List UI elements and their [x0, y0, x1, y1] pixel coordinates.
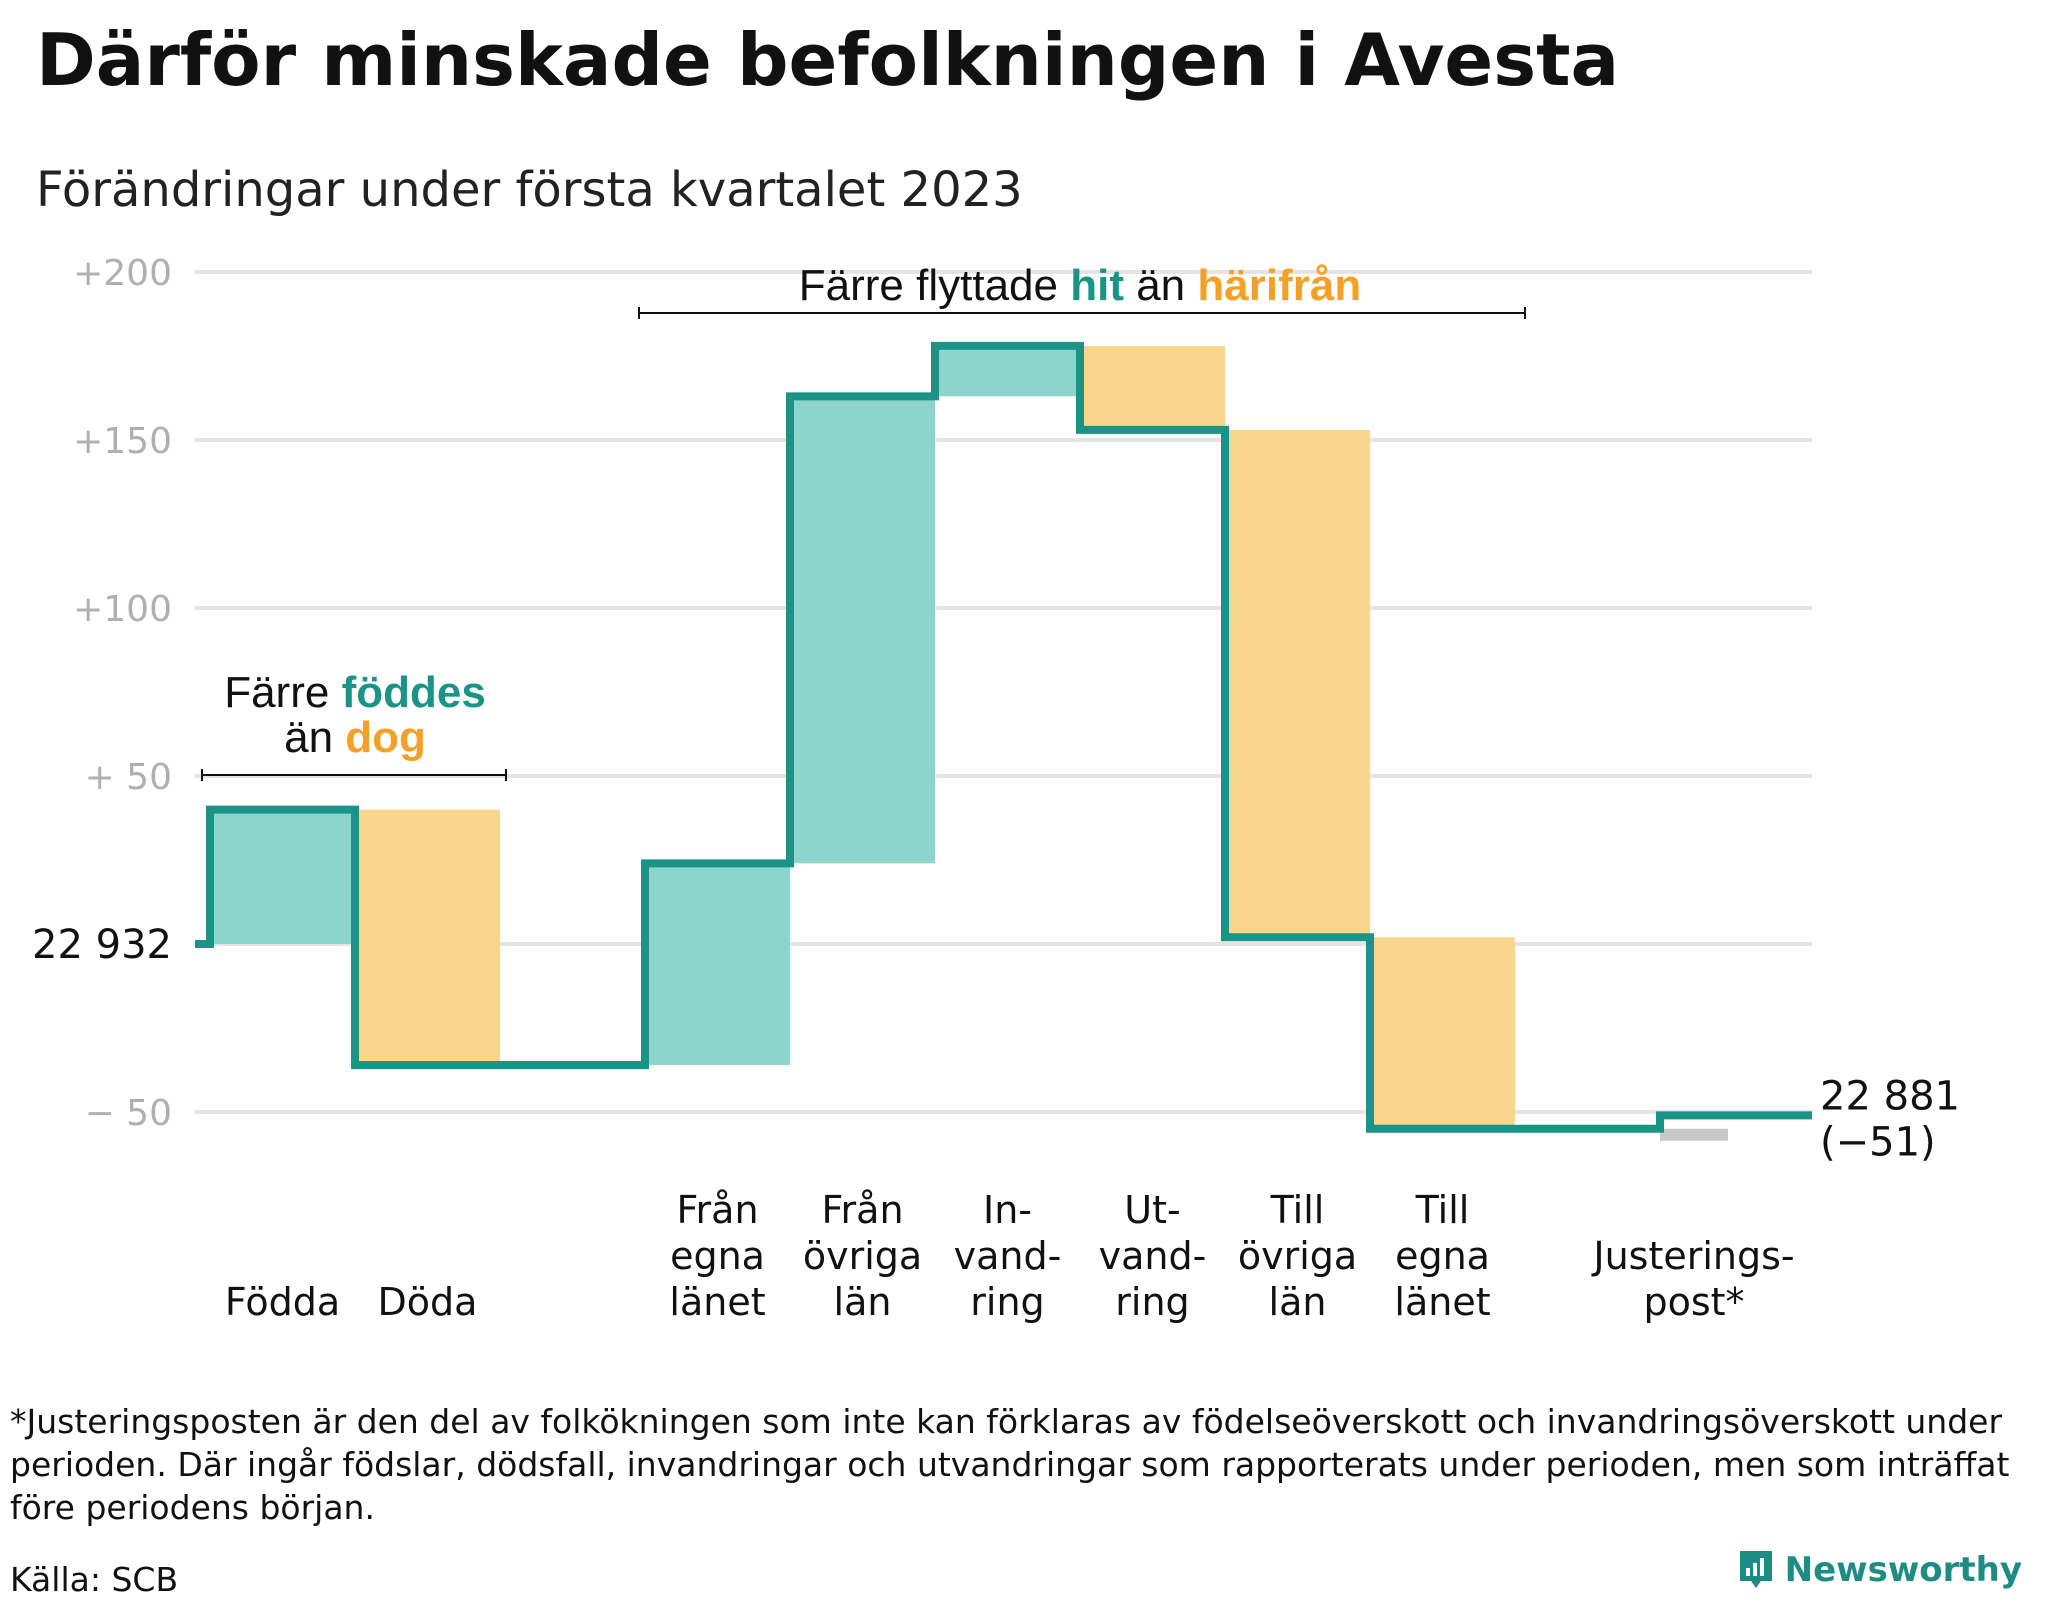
annotation-births-deaths-line1: Färre föddes	[224, 668, 486, 717]
cumulative-step-line	[195, 341, 1812, 1133]
category-label: vand-	[1099, 1234, 1207, 1278]
y-tick-label: +200	[73, 253, 172, 294]
bar-tillövrigalän	[1225, 429, 1370, 938]
y-tick-label: + 50	[85, 757, 172, 798]
bar-tillegnalänet	[1370, 937, 1515, 1129]
category-label: egna	[1395, 1234, 1490, 1278]
bar-utvandring	[1080, 345, 1225, 430]
category-label: län	[834, 1280, 892, 1324]
category-label: In-	[983, 1188, 1032, 1232]
annotation-word: dog	[345, 713, 426, 762]
bar-döda	[355, 809, 500, 1065]
value-labels: 22 932 22 881(−51)	[32, 922, 1960, 1165]
category-label: Ut-	[1124, 1188, 1180, 1232]
annotation-word: Färre	[224, 668, 341, 717]
chart-title: Därför minskade befolkningen i Avesta	[36, 18, 1620, 102]
category-label: Från	[821, 1188, 903, 1232]
source-text: Källa: SCB	[10, 1560, 179, 1599]
y-tick-label: +150	[73, 421, 172, 462]
category-label: länet	[1394, 1280, 1490, 1324]
category-label: Justerings-	[1591, 1234, 1794, 1278]
brand-name: Newsworthy	[1784, 1550, 2022, 1590]
bar-frånegnalänet	[645, 863, 790, 1065]
category-label: Födda	[225, 1280, 340, 1324]
category-label: ring	[970, 1280, 1044, 1324]
category-label: ring	[1115, 1280, 1189, 1324]
chart-subtitle: Förändringar under första kvartalet 2023	[36, 162, 1023, 218]
category-label: egna	[670, 1234, 765, 1278]
category-labels: Födda DödaFrånegnalänetFrånövrigalänIn-va…	[225, 1188, 1795, 1324]
annotation-migration: Färre flyttade hit än härifrån	[799, 261, 1361, 310]
bars	[210, 345, 1728, 1141]
category-label: Till	[1270, 1188, 1325, 1232]
y-tick-label: − 50	[85, 1093, 172, 1134]
annotation-word: än	[1124, 261, 1197, 310]
category-label: Döda	[378, 1280, 478, 1324]
annotation-word: härifrån	[1197, 261, 1361, 310]
bar-invandring	[935, 345, 1080, 397]
end-value-label: 22 881	[1820, 1073, 1960, 1119]
category-label: vand-	[954, 1234, 1062, 1278]
category-label: övriga	[1238, 1234, 1357, 1278]
start-value-label: 22 932	[32, 922, 172, 968]
footnote: *Justeringsposten är den del av folkökni…	[10, 1402, 2010, 1527]
newsworthy-brand: Newsworthy	[1737, 1548, 2022, 1592]
y-tick-label: +100	[73, 589, 172, 630]
end-change-label: (−51)	[1820, 1119, 1936, 1165]
category-label: övriga	[803, 1234, 922, 1278]
bar-justeringspost	[1660, 1128, 1728, 1141]
annotation-word: hit	[1070, 261, 1124, 310]
newsworthy-logo-icon	[1739, 1551, 1772, 1588]
annotation-word: föddes	[342, 668, 486, 717]
annotation-word: Färre flyttade	[799, 261, 1070, 310]
category-label: Till	[1415, 1188, 1470, 1232]
category-label: länet	[669, 1280, 765, 1324]
bar-födda	[210, 809, 355, 944]
category-label: post*	[1643, 1280, 1744, 1324]
annotation-births-deaths-line2: än dog	[284, 713, 426, 762]
bar-frånövrigalän	[790, 396, 935, 864]
category-label: Från	[676, 1188, 758, 1232]
category-label: län	[1269, 1280, 1327, 1324]
y-axis-ticks: +200 +150 +100 + 50 − 50	[73, 253, 172, 1134]
annotation-word: än	[284, 713, 345, 762]
